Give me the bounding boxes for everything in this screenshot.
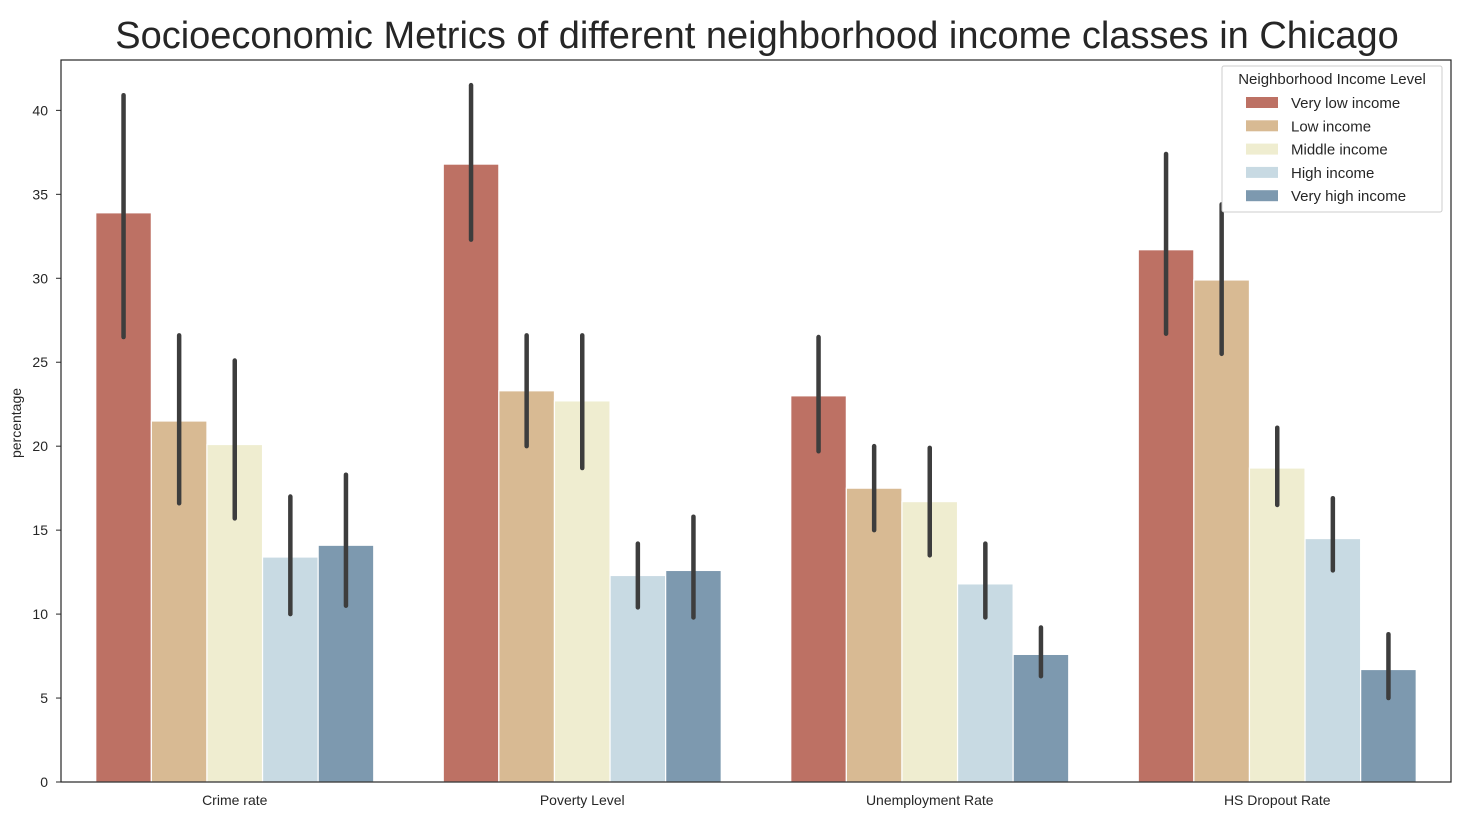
- legend-label: High income: [1291, 165, 1374, 182]
- y-tick-label: 30: [32, 270, 48, 286]
- bar: [1137, 249, 1195, 783]
- legend-swatch: [1246, 97, 1278, 108]
- y-tick-label: 15: [32, 522, 48, 538]
- bar: [845, 487, 903, 783]
- plot-frame: [60, 59, 1452, 783]
- bar: [1248, 467, 1306, 783]
- y-tick-label: 10: [32, 606, 48, 622]
- legend: Neighborhood Income Level Very low incom…: [1221, 65, 1443, 213]
- y-axis-label: percentage: [8, 388, 24, 458]
- bar: [442, 163, 500, 783]
- y-tick-label: 25: [32, 354, 48, 370]
- legend-swatch: [1246, 143, 1278, 155]
- y-tick-label: 35: [32, 186, 48, 202]
- chart-title: Socioeconomic Metrics of different neigh…: [115, 15, 1399, 57]
- legend-label: Very low income: [1291, 95, 1400, 112]
- x-tick-label: HS Dropout Rate: [1224, 792, 1331, 808]
- bar: [498, 390, 556, 783]
- bar: [1193, 279, 1251, 783]
- y-tick-label: 40: [32, 102, 48, 118]
- x-tick-label: Poverty Level: [540, 792, 625, 808]
- plot-area: 0 5 10 15 20 25 30 35 40 Crime rate Poverty Level U…: [32, 82, 1417, 808]
- bar: [1012, 653, 1070, 783]
- y-tick-label: 5: [40, 690, 48, 706]
- legend-label: Low income: [1291, 118, 1371, 135]
- legend-swatch: [1246, 166, 1278, 178]
- bar: [790, 395, 847, 783]
- x-tick-label: Unemployment Rate: [866, 792, 994, 808]
- legend-label: Very high income: [1291, 188, 1406, 205]
- legend-label: Middle income: [1291, 142, 1388, 159]
- bar: [1304, 537, 1362, 783]
- legend-title: Neighborhood Income Level: [1238, 71, 1426, 88]
- x-tick-label: Crime rate: [202, 792, 268, 808]
- legend-swatch: [1246, 120, 1278, 132]
- y-tick-label: 20: [32, 438, 48, 454]
- legend-swatch: [1246, 190, 1278, 202]
- y-tick-label: 0: [40, 774, 48, 790]
